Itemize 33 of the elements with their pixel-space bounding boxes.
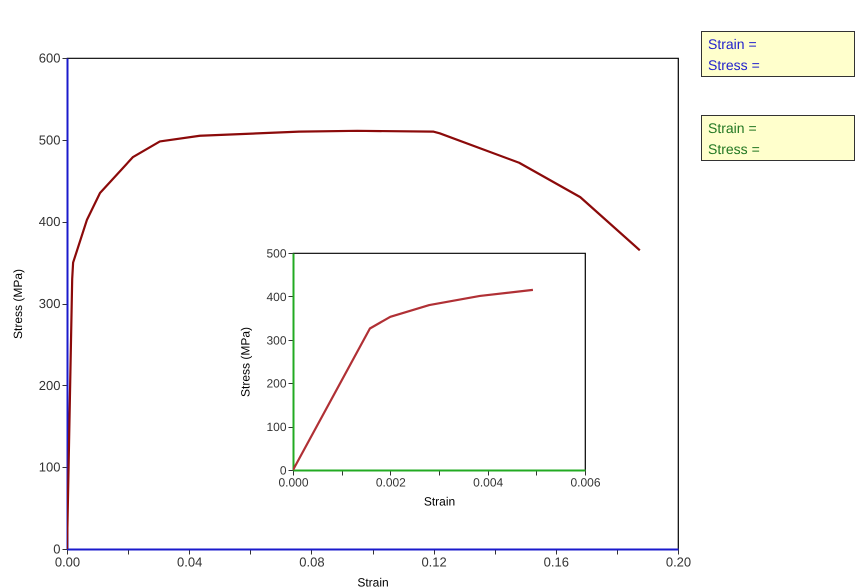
x-tick-label: 0.16 [544,554,569,570]
y-tick-label: 400 [38,214,60,230]
y-tick-label: 300 [266,333,287,348]
y-axis-title: Stress (MPa) [238,326,252,398]
x-tick-label: 0.004 [473,476,504,490]
y-tick-label: 500 [38,132,60,148]
y-tick-label: 500 [266,246,287,260]
y-tick-label: 200 [266,376,287,391]
x-tick-label: 0.20 [666,554,692,570]
y-tick-label: 300 [38,296,60,311]
x-axis-title: Strain [424,494,456,508]
text: Stress = [708,56,761,75]
x-tick-label: 0.08 [299,554,325,570]
y-axis-title: Stress (MPa) [10,268,25,340]
y-tick-label: 100 [38,460,60,475]
y-tick-label: 0 [53,542,60,556]
x-tick-label: 0.04 [177,554,202,570]
text: Strain = [708,119,758,138]
x-tick-label: 0.12 [421,554,447,570]
x-tick-label: 0.000 [278,476,309,490]
y-tick-label: 400 [266,290,287,304]
x-tick-label: 0.006 [570,476,601,490]
text: Strain = [708,35,758,54]
x-tick-label: 0.00 [54,554,80,570]
text: Stress = [708,140,761,159]
y-tick-label: 600 [38,50,60,66]
y-tick-label: 0 [280,464,287,478]
line-series [67,130,641,549]
x-tick-label: 0.002 [376,476,406,490]
x-axis-title: Strain [357,576,389,588]
line-series [293,288,534,470]
y-tick-label: 100 [266,420,287,434]
y-tick-label: 200 [38,378,60,393]
